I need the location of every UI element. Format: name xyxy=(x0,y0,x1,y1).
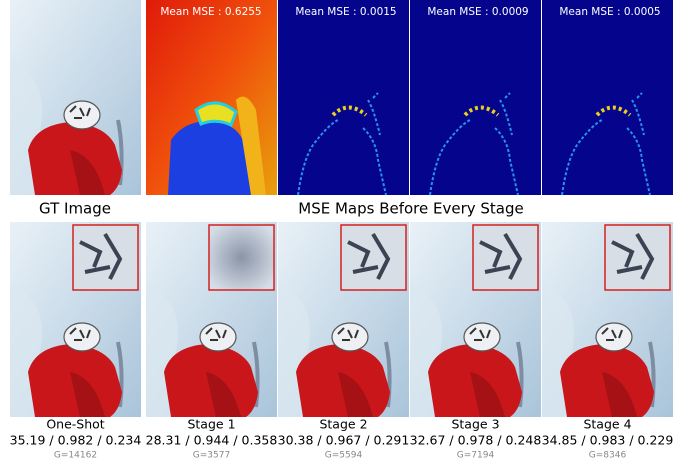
helmet xyxy=(464,323,500,351)
helmet xyxy=(332,323,368,351)
photo xyxy=(542,222,673,417)
method-label: Stage 3 xyxy=(451,417,499,432)
method-label: Stage 1 xyxy=(187,417,235,432)
mean-mse-label: Mean MSE : 0.0005 xyxy=(559,6,660,18)
figure: GT Image MSE Maps Before Every Stage Mea… xyxy=(0,0,681,464)
zoom-inset xyxy=(209,225,274,290)
mse-map: Mean MSE : 0.0009 xyxy=(410,0,541,195)
mean-mse-label: Mean MSE : 0.0015 xyxy=(295,6,396,18)
metrics: 30.38 / 0.967 / 0.291 xyxy=(278,433,410,448)
gaussian-count: G=3577 xyxy=(193,451,230,461)
helmet xyxy=(64,101,100,129)
mse-map: Mean MSE : 0.0015 xyxy=(278,0,409,195)
maps-caption: MSE Maps Before Every Stage xyxy=(298,200,524,218)
photo xyxy=(278,222,409,417)
mean-mse-label: Mean MSE : 0.0009 xyxy=(427,6,528,18)
photo xyxy=(10,222,141,417)
method-label: Stage 2 xyxy=(319,417,367,432)
gaussian-count: G=14162 xyxy=(54,451,97,461)
map-background xyxy=(410,0,541,195)
method-label: Stage 4 xyxy=(583,417,631,432)
metrics: 35.19 / 0.982 / 0.234 xyxy=(10,433,142,448)
edge-region xyxy=(196,103,236,125)
mean-mse-label: Mean MSE : 0.6255 xyxy=(160,6,261,18)
photo xyxy=(410,222,541,417)
photo xyxy=(146,222,277,417)
metrics: 34.85 / 0.983 / 0.229 xyxy=(542,433,674,448)
map-background xyxy=(542,0,673,195)
photo xyxy=(10,0,141,195)
helmet xyxy=(64,323,100,351)
gaussian-count: G=7194 xyxy=(457,451,495,461)
map-background xyxy=(278,0,409,195)
gaussian-count: G=5594 xyxy=(325,451,363,461)
gaussian-count: G=8346 xyxy=(589,451,627,461)
gt-caption: GT Image xyxy=(39,200,111,218)
metrics: 28.31 / 0.944 / 0.358 xyxy=(146,433,278,448)
mse-map: Mean MSE : 0.0005 xyxy=(542,0,673,195)
metrics: 32.67 / 0.978 / 0.248 xyxy=(410,433,542,448)
method-label: One-Shot xyxy=(46,417,104,432)
helmet xyxy=(200,323,236,351)
helmet xyxy=(596,323,632,351)
mse-map: Mean MSE : 0.6255 xyxy=(146,0,277,195)
